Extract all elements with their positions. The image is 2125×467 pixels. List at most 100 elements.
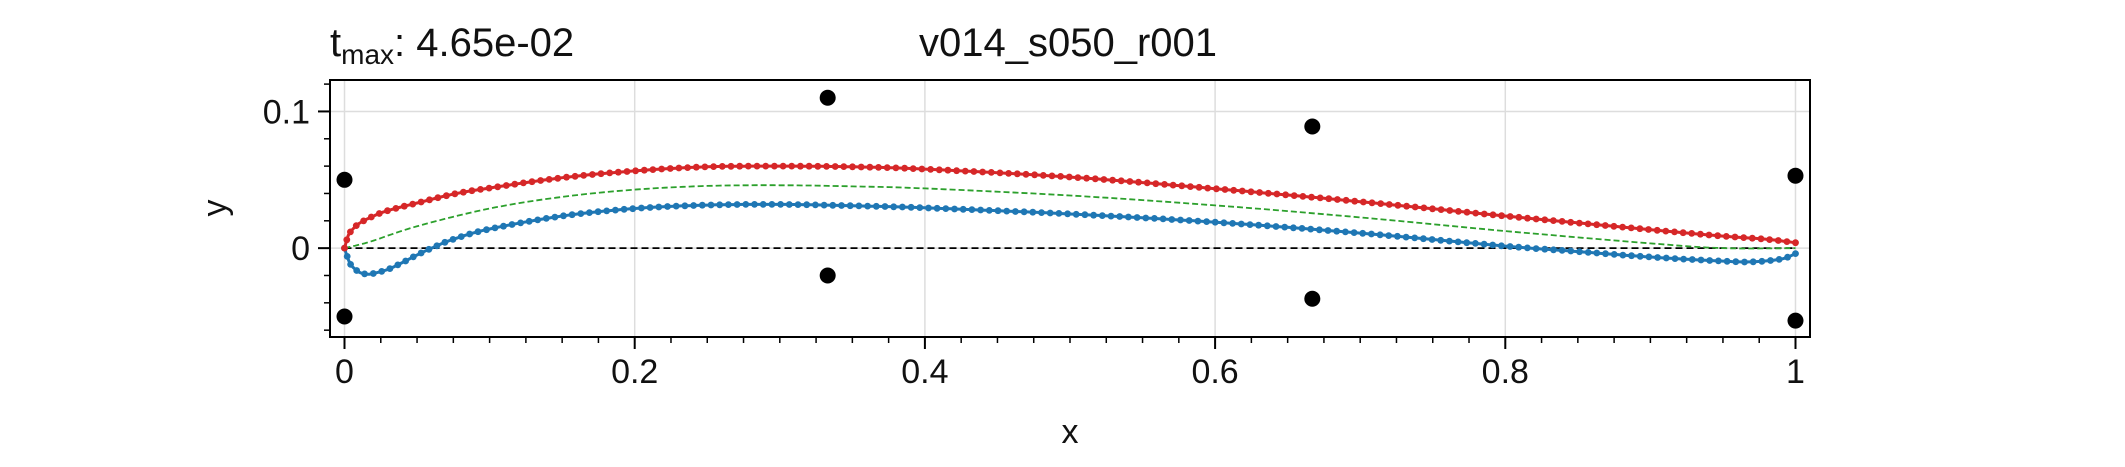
lower-surface-point [1446, 237, 1453, 245]
lower-surface-point [951, 205, 958, 213]
control-point [1787, 167, 1804, 184]
series-layer [336, 89, 1804, 329]
lower-surface-point [1402, 233, 1410, 241]
title-left-rest: : 4.65e-02 [394, 21, 574, 65]
lower-surface-point [603, 207, 611, 215]
lower-surface-point [1706, 257, 1714, 264]
lower-surface-point [1723, 257, 1731, 265]
upper-surface-point [1325, 195, 1333, 203]
upper-surface-point [460, 188, 467, 196]
upper-surface-point [632, 167, 639, 175]
lower-surface-point [1558, 247, 1566, 254]
upper-surface-point [409, 200, 417, 208]
lower-surface-point [1758, 257, 1766, 265]
upper-surface-point [1117, 177, 1125, 185]
upper-surface-point [1238, 187, 1246, 195]
lower-surface-point [1012, 208, 1019, 215]
lower-surface-point [1593, 249, 1601, 257]
lower-surface-point [1324, 227, 1332, 234]
control-point [336, 171, 353, 188]
upper-surface-point [511, 180, 519, 188]
upper-surface-point [1394, 201, 1402, 209]
upper-surface-point [1187, 183, 1194, 191]
upper-surface-point [875, 164, 882, 171]
lower-surface-point [803, 201, 811, 209]
lower-surface-point [1541, 245, 1549, 253]
upper-surface-point [927, 166, 934, 173]
upper-surface-point [494, 183, 502, 191]
upper-surface-point [1420, 204, 1428, 212]
lower-surface-point [1610, 251, 1618, 258]
upper-surface-point [649, 166, 657, 174]
upper-surface-point [1766, 236, 1773, 244]
lower-surface-point [820, 201, 828, 209]
upper-surface-point [1169, 181, 1177, 189]
control-point [1304, 290, 1321, 307]
lower-surface-point [1662, 254, 1670, 262]
upper-surface-point [970, 168, 978, 175]
lower-surface-point [1732, 258, 1740, 266]
lower-surface-point [829, 201, 837, 209]
lower-surface-point [1715, 257, 1722, 265]
lower-surface-point [1159, 215, 1167, 223]
upper-surface-point [417, 198, 425, 206]
lower-surface-point [1098, 212, 1106, 220]
grid [330, 80, 1810, 337]
lower-surface-point [1003, 207, 1011, 215]
lower-surface-point [1654, 254, 1661, 261]
lower-surface-point [1020, 208, 1028, 216]
upper-surface-point [797, 162, 804, 170]
upper-surface-point [1411, 203, 1419, 211]
y-tick-label: 0 [291, 230, 310, 268]
lower-surface-point [1203, 218, 1210, 226]
upper-surface-point [1714, 232, 1722, 240]
upper-surface-point [1489, 211, 1497, 219]
lower-surface-point [534, 216, 542, 224]
upper-surface-point [857, 163, 865, 171]
lower-surface-point [968, 206, 976, 214]
upper-surface-point [718, 163, 726, 170]
lower-surface-point [1029, 208, 1037, 216]
upper-surface-point [1627, 224, 1635, 232]
lower-surface-point [457, 233, 465, 241]
upper-surface-point [1429, 205, 1436, 213]
chart-title-center: v014_s050_r001 [919, 21, 1217, 65]
lower-surface-point [899, 203, 906, 211]
chart-title-left: tmax: 4.65e-02 [330, 21, 574, 70]
upper-surface-point [451, 190, 459, 198]
upper-surface-point [935, 166, 943, 174]
lower-surface-point [812, 201, 819, 209]
lower-surface-point [586, 209, 593, 217]
x-tick-label: 1 [1786, 353, 1805, 391]
upper-surface-point [953, 167, 960, 175]
lower-surface-point [508, 221, 516, 228]
lower-surface-point [646, 204, 654, 211]
upper-surface-point [1039, 172, 1047, 179]
lower-surface-point [1246, 221, 1254, 229]
upper-surface-point [1126, 178, 1134, 185]
lower-surface-point [664, 203, 671, 210]
upper-surface-point [1567, 218, 1575, 226]
lower-surface-point [794, 201, 802, 209]
lower-surface-point [1316, 226, 1323, 234]
upper-surface-point [1299, 193, 1307, 200]
lower-surface-point [716, 201, 724, 209]
lower-surface-point [733, 201, 741, 208]
upper-surface-point [1740, 234, 1748, 242]
upper-surface-point [918, 165, 926, 173]
upper-surface-point [1697, 230, 1704, 238]
lower-surface-point [855, 202, 863, 210]
lower-surface-point [1602, 250, 1609, 258]
upper-surface-point [1472, 209, 1480, 217]
lower-surface-point [846, 202, 854, 210]
upper-surface-point [1135, 178, 1142, 186]
upper-surface-point [1437, 206, 1445, 214]
upper-surface-point [1446, 207, 1454, 214]
upper-surface-point [1005, 170, 1012, 177]
upper-surface-point [1100, 176, 1108, 183]
lower-surface-point [1185, 217, 1193, 224]
upper-surface-point [1636, 225, 1644, 233]
lower-surface-point [916, 204, 924, 212]
lower-surface-point [433, 242, 441, 250]
upper-surface-point [1722, 233, 1730, 240]
